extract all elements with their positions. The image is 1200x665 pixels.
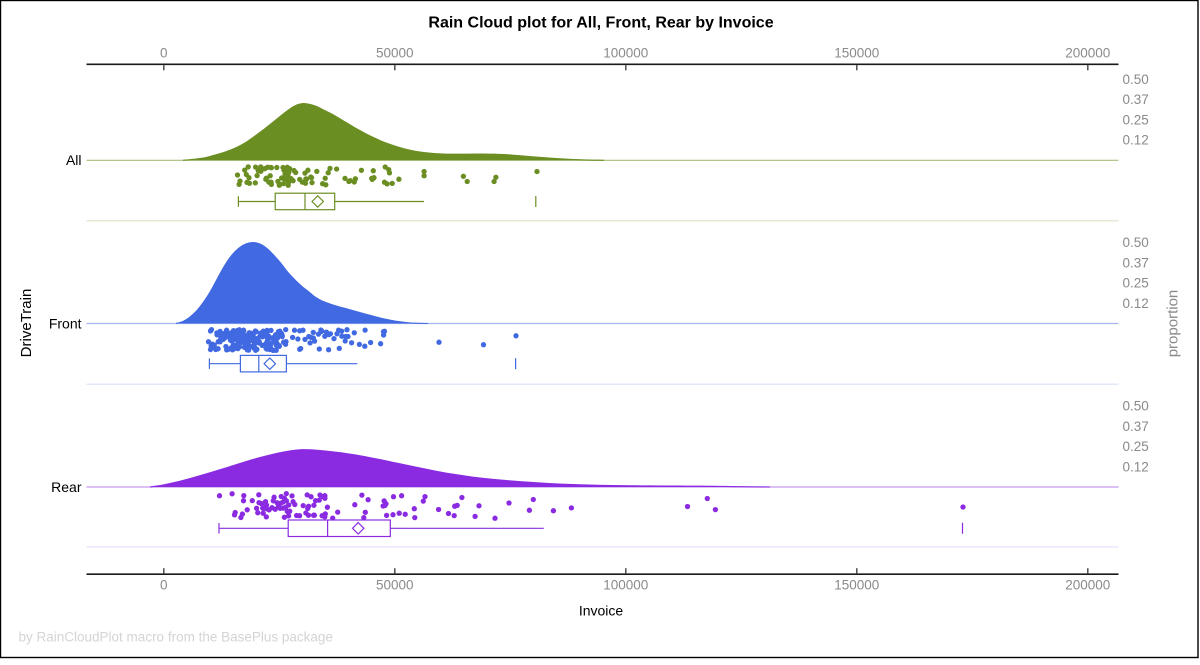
svg-text:0.50: 0.50 <box>1123 72 1149 87</box>
svg-text:0.12: 0.12 <box>1123 133 1149 148</box>
svg-text:100000: 100000 <box>603 46 648 61</box>
svg-text:Front: Front <box>49 315 82 331</box>
svg-text:50000: 50000 <box>376 46 414 61</box>
svg-text:0.37: 0.37 <box>1123 419 1149 434</box>
svg-text:0.37: 0.37 <box>1123 92 1149 107</box>
svg-text:0.50: 0.50 <box>1123 399 1149 414</box>
svg-text:150000: 150000 <box>834 46 879 61</box>
svg-text:0.12: 0.12 <box>1123 296 1149 311</box>
svg-text:Rear: Rear <box>51 479 82 495</box>
svg-text:0.25: 0.25 <box>1123 112 1149 127</box>
svg-text:100000: 100000 <box>603 578 648 593</box>
svg-text:0.37: 0.37 <box>1123 255 1149 270</box>
svg-text:Rain Cloud plot for All, Front: Rain Cloud plot for All, Front, Rear by … <box>428 15 773 32</box>
svg-text:by RainCloudPlot macro from th: by RainCloudPlot macro from the BasePlus… <box>19 629 333 644</box>
svg-text:proportion: proportion <box>1165 290 1182 358</box>
svg-text:0: 0 <box>160 578 168 593</box>
svg-text:50000: 50000 <box>376 578 414 593</box>
svg-text:0.12: 0.12 <box>1123 459 1149 474</box>
svg-text:200000: 200000 <box>1065 46 1110 61</box>
svg-text:150000: 150000 <box>834 578 879 593</box>
svg-text:Invoice: Invoice <box>579 603 624 619</box>
svg-text:0.50: 0.50 <box>1123 235 1149 250</box>
svg-text:0.25: 0.25 <box>1123 276 1149 291</box>
svg-text:0.25: 0.25 <box>1123 439 1149 454</box>
svg-text:200000: 200000 <box>1065 578 1110 593</box>
svg-text:0: 0 <box>160 46 168 61</box>
svg-text:DriveTrain: DriveTrain <box>18 289 35 358</box>
svg-text:All: All <box>66 152 82 168</box>
